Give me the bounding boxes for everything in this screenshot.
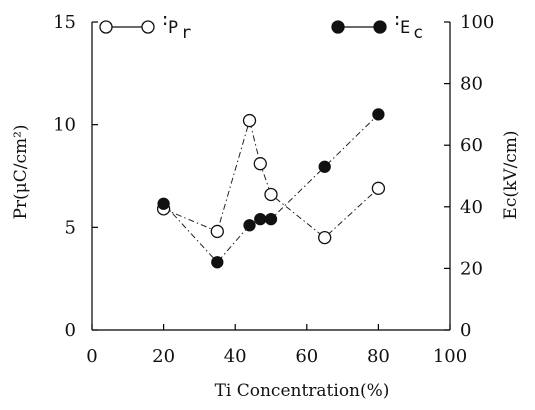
legend-subscript: c [413, 23, 423, 43]
x-tick-label: 20 [152, 346, 175, 367]
x-tick-label: 100 [433, 346, 467, 367]
data-point-pr [242, 113, 257, 128]
x-tick-label: 0 [86, 346, 97, 367]
axes [91, 22, 451, 331]
y2-tick-label: 40 [460, 197, 483, 218]
x-axis-title: Ti Concentration(%) [215, 381, 390, 401]
legend-colon: : [392, 10, 402, 30]
legend-marker [99, 20, 113, 34]
x-tick-label: 80 [367, 346, 390, 367]
legend-colon: : [160, 10, 170, 30]
data-point-ec [211, 256, 224, 269]
legend-item-pr: :P r [99, 10, 191, 43]
series-points [156, 108, 386, 269]
y2-tick-label: 0 [460, 320, 471, 341]
data-point-ec [318, 160, 331, 173]
data-point-pr [318, 230, 332, 245]
y2-tick-label: 20 [460, 258, 483, 279]
legend-label: P [168, 18, 178, 38]
legend-label: E [400, 18, 410, 38]
legend-marker [141, 20, 155, 34]
y-tick-label: 5 [65, 217, 76, 238]
data-point-pr [210, 224, 224, 239]
data-point-pr [371, 181, 386, 195]
ticks: 0 20 40 60 80 100 0 5 10 15 0 20 40 60 80 100 [53, 12, 494, 367]
y-tick-label: 10 [53, 115, 76, 136]
y2-axis-title: Ec(kV/cm) [501, 130, 521, 219]
legend: :P r:E c [99, 10, 423, 43]
x-tick-label: 60 [295, 346, 318, 367]
data-point-ec [157, 197, 170, 210]
y2-tick-label: 80 [460, 74, 483, 95]
legend-marker [331, 20, 345, 34]
legend-marker [373, 20, 387, 34]
data-point-ec [372, 108, 385, 121]
data-point-pr [253, 157, 267, 171]
x-tick-label: 40 [224, 346, 247, 367]
y2-tick-label: 100 [460, 12, 494, 33]
y-axis-title: Pr(μC/cm²) [11, 124, 31, 219]
data-point-ec [243, 219, 256, 232]
data-point-ec [264, 212, 278, 226]
y2-tick-label: 60 [460, 135, 483, 156]
legend-subscript: r [181, 23, 191, 43]
y-tick-label: 15 [53, 12, 76, 33]
data-point-pr [264, 187, 278, 202]
data-point-ec [254, 212, 267, 226]
y-tick-label: 0 [65, 320, 76, 341]
legend-item-ec: :E c [331, 10, 423, 43]
